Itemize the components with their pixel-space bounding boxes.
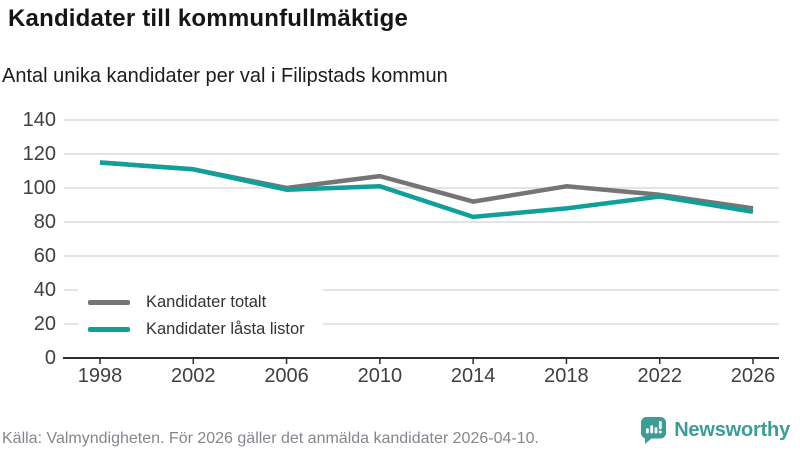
legend-item-locked-lists: Kandidater låsta listor xyxy=(88,316,305,343)
newsworthy-brand-link[interactable]: Newsworthy xyxy=(640,416,790,445)
legend-swatch-total-icon xyxy=(88,300,130,305)
legend-item-total: Kandidater totalt xyxy=(88,289,305,316)
y-tick-label: 0 xyxy=(44,347,56,369)
page-title: Kandidater till kommunfullmäktige xyxy=(8,5,408,32)
y-tick-label: 140 xyxy=(22,109,56,131)
legend-label-locked-lists: Kandidater låsta listor xyxy=(146,320,305,338)
x-tick-label: 2026 xyxy=(730,365,776,387)
x-tick-label: 2014 xyxy=(450,365,496,387)
legend: Kandidater totalt Kandidater låsta listo… xyxy=(78,284,323,350)
x-tick-label: 2018 xyxy=(544,365,589,387)
chart-subtitle: Antal unika kandidater per val i Filipst… xyxy=(2,65,448,87)
x-tick-label: 2002 xyxy=(171,365,216,387)
y-tick-label: 20 xyxy=(33,313,56,335)
brand-name: Newsworthy xyxy=(674,419,790,441)
x-tick-label: 2010 xyxy=(357,365,403,387)
y-tick-label: 40 xyxy=(33,279,56,301)
x-tick-label: 2006 xyxy=(264,365,309,387)
y-tick-label: 120 xyxy=(22,143,56,165)
y-tick-label: 100 xyxy=(22,177,56,199)
legend-label-total: Kandidater totalt xyxy=(146,293,267,311)
legend-swatch-locked-lists-icon xyxy=(88,327,130,332)
x-tick-label: 1998 xyxy=(77,365,123,387)
x-tick-label: 2022 xyxy=(637,365,682,387)
source-text: Källa: Valmyndigheten. För 2026 gäller d… xyxy=(2,430,539,447)
y-tick-label: 80 xyxy=(33,211,56,233)
newsworthy-logo-icon xyxy=(641,417,667,444)
y-tick-label: 60 xyxy=(33,245,56,267)
